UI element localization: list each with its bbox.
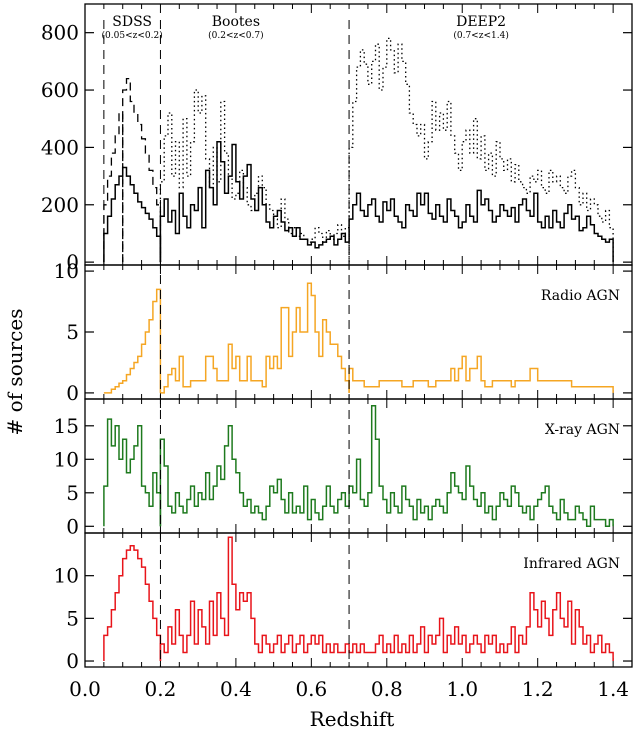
y-tick-label-infrared: 0 bbox=[66, 649, 79, 673]
panel-frame-radio bbox=[84, 264, 633, 400]
y-tick-label-all: 0 bbox=[66, 250, 79, 274]
panel-radio: 0 5 10 Radio AGN bbox=[54, 259, 633, 405]
x-tick-label: 0.2 bbox=[145, 677, 177, 701]
series-infrared-solid-0 bbox=[103, 545, 162, 661]
panel-frame-infrared bbox=[84, 532, 633, 668]
y-tick-label-all: 200 bbox=[41, 193, 79, 217]
series-xray-solid-1 bbox=[159, 404, 614, 528]
series-all-solid-0 bbox=[103, 166, 162, 263]
region-range-deep2: (0.7<z<1.4) bbox=[453, 30, 508, 41]
series-all-dashed-1 bbox=[122, 77, 162, 263]
panels: 0 200 400 600 800 0 5 10 Radio AGN 0 5 10 15 X-ray AG… bbox=[41, 3, 633, 673]
y-tick-label-radio: 0 bbox=[66, 381, 79, 405]
region-labels: SDSS(0.05<z<0.2) Bootes(0.2<z<0.7) DEEP2(0… bbox=[102, 14, 509, 41]
y-tick-label-infrared: 5 bbox=[66, 606, 79, 630]
panel-label-infrared: Infrared AGN bbox=[523, 556, 620, 572]
x-tick-label: 0.4 bbox=[220, 677, 252, 701]
series-all-dashed-0 bbox=[103, 112, 124, 263]
x-axis-title: Redshift bbox=[310, 707, 395, 731]
series-all-solid-1 bbox=[159, 140, 614, 263]
panel-label-radio: Radio AGN bbox=[541, 288, 620, 304]
region-dividers bbox=[103, 20, 350, 667]
series-all-dotted-0 bbox=[159, 89, 350, 263]
series-all-dotted-1 bbox=[348, 37, 614, 263]
y-tick-label-xray: 15 bbox=[54, 414, 79, 438]
y-tick-label-all: 600 bbox=[41, 78, 79, 102]
panel-xray: 0 5 10 15 X-ray AGN bbox=[54, 398, 633, 538]
region-range-sdss: (0.05<z<0.2) bbox=[102, 30, 163, 41]
x-tick-label: 1.4 bbox=[597, 677, 629, 701]
x-tick-label: 0.0 bbox=[69, 677, 101, 701]
y-tick-label-xray: 10 bbox=[54, 447, 79, 471]
panel-frame-all bbox=[84, 3, 633, 266]
x-tick-label: 1.2 bbox=[522, 677, 554, 701]
x-tick-label: 0.8 bbox=[371, 677, 403, 701]
y-tick-label-infrared: 10 bbox=[54, 564, 79, 588]
series-xray-solid-0 bbox=[103, 418, 162, 527]
y-tick-label-all: 400 bbox=[41, 135, 79, 159]
panel-all: 0 200 400 600 800 bbox=[41, 3, 633, 274]
y-tick-label-radio: 5 bbox=[66, 320, 79, 344]
series-radio-solid-0 bbox=[103, 288, 162, 394]
x-tick-label: 1.0 bbox=[446, 677, 478, 701]
series-radio-solid-2 bbox=[348, 355, 614, 393]
x-tick-label: 0.6 bbox=[295, 677, 327, 701]
y-tick-label-all: 800 bbox=[41, 21, 79, 45]
region-label-bootes: Bootes bbox=[212, 14, 260, 30]
y-tick-label-xray: 0 bbox=[66, 514, 79, 538]
region-label-deep2: DEEP2 bbox=[456, 14, 506, 30]
series-radio-solid-1 bbox=[160, 282, 350, 394]
y-tick-label-xray: 5 bbox=[66, 481, 79, 505]
region-range-bootes: (0.2<z<0.7) bbox=[208, 30, 263, 41]
y-tick-label-radio: 10 bbox=[54, 259, 79, 283]
x-axis: 0.0 0.2 0.4 0.6 0.8 1.0 1.2 1.4 bbox=[69, 677, 629, 701]
series-infrared-solid-1 bbox=[159, 536, 614, 661]
panel-infrared: 0 5 10 Infrared AGN bbox=[54, 532, 633, 673]
y-axis-title: # of sources bbox=[3, 309, 27, 436]
region-label-sdss: SDSS bbox=[112, 14, 152, 30]
panel-label-xray: X-ray AGN bbox=[545, 422, 620, 438]
